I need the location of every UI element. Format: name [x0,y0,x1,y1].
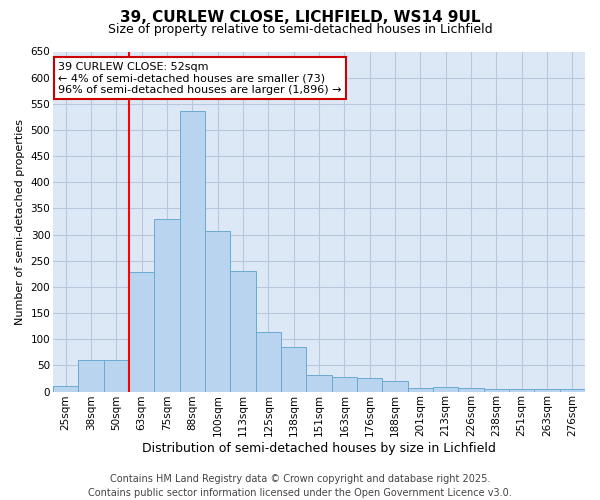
Bar [256,332,281,392]
Bar [357,378,382,392]
Bar [535,390,560,392]
Bar [281,346,307,392]
Bar [407,388,433,392]
Bar [230,271,256,392]
Bar [458,388,484,392]
Bar [154,219,180,392]
Bar [205,231,230,392]
Bar [129,272,154,392]
Bar [560,389,585,392]
Bar [433,388,458,392]
Bar [180,110,205,392]
Bar [104,360,129,392]
Text: 39 CURLEW CLOSE: 52sqm
← 4% of semi-detached houses are smaller (73)
96% of semi: 39 CURLEW CLOSE: 52sqm ← 4% of semi-deta… [58,62,342,95]
Text: Size of property relative to semi-detached houses in Lichfield: Size of property relative to semi-detach… [107,22,493,36]
X-axis label: Distribution of semi-detached houses by size in Lichfield: Distribution of semi-detached houses by … [142,442,496,455]
Bar [53,386,79,392]
Bar [509,389,535,392]
Bar [484,389,509,392]
Bar [79,360,104,392]
Bar [382,381,407,392]
Bar [332,377,357,392]
Text: 39, CURLEW CLOSE, LICHFIELD, WS14 9UL: 39, CURLEW CLOSE, LICHFIELD, WS14 9UL [120,10,480,25]
Bar [307,376,332,392]
Y-axis label: Number of semi-detached properties: Number of semi-detached properties [15,118,25,324]
Text: Contains HM Land Registry data © Crown copyright and database right 2025.
Contai: Contains HM Land Registry data © Crown c… [88,474,512,498]
